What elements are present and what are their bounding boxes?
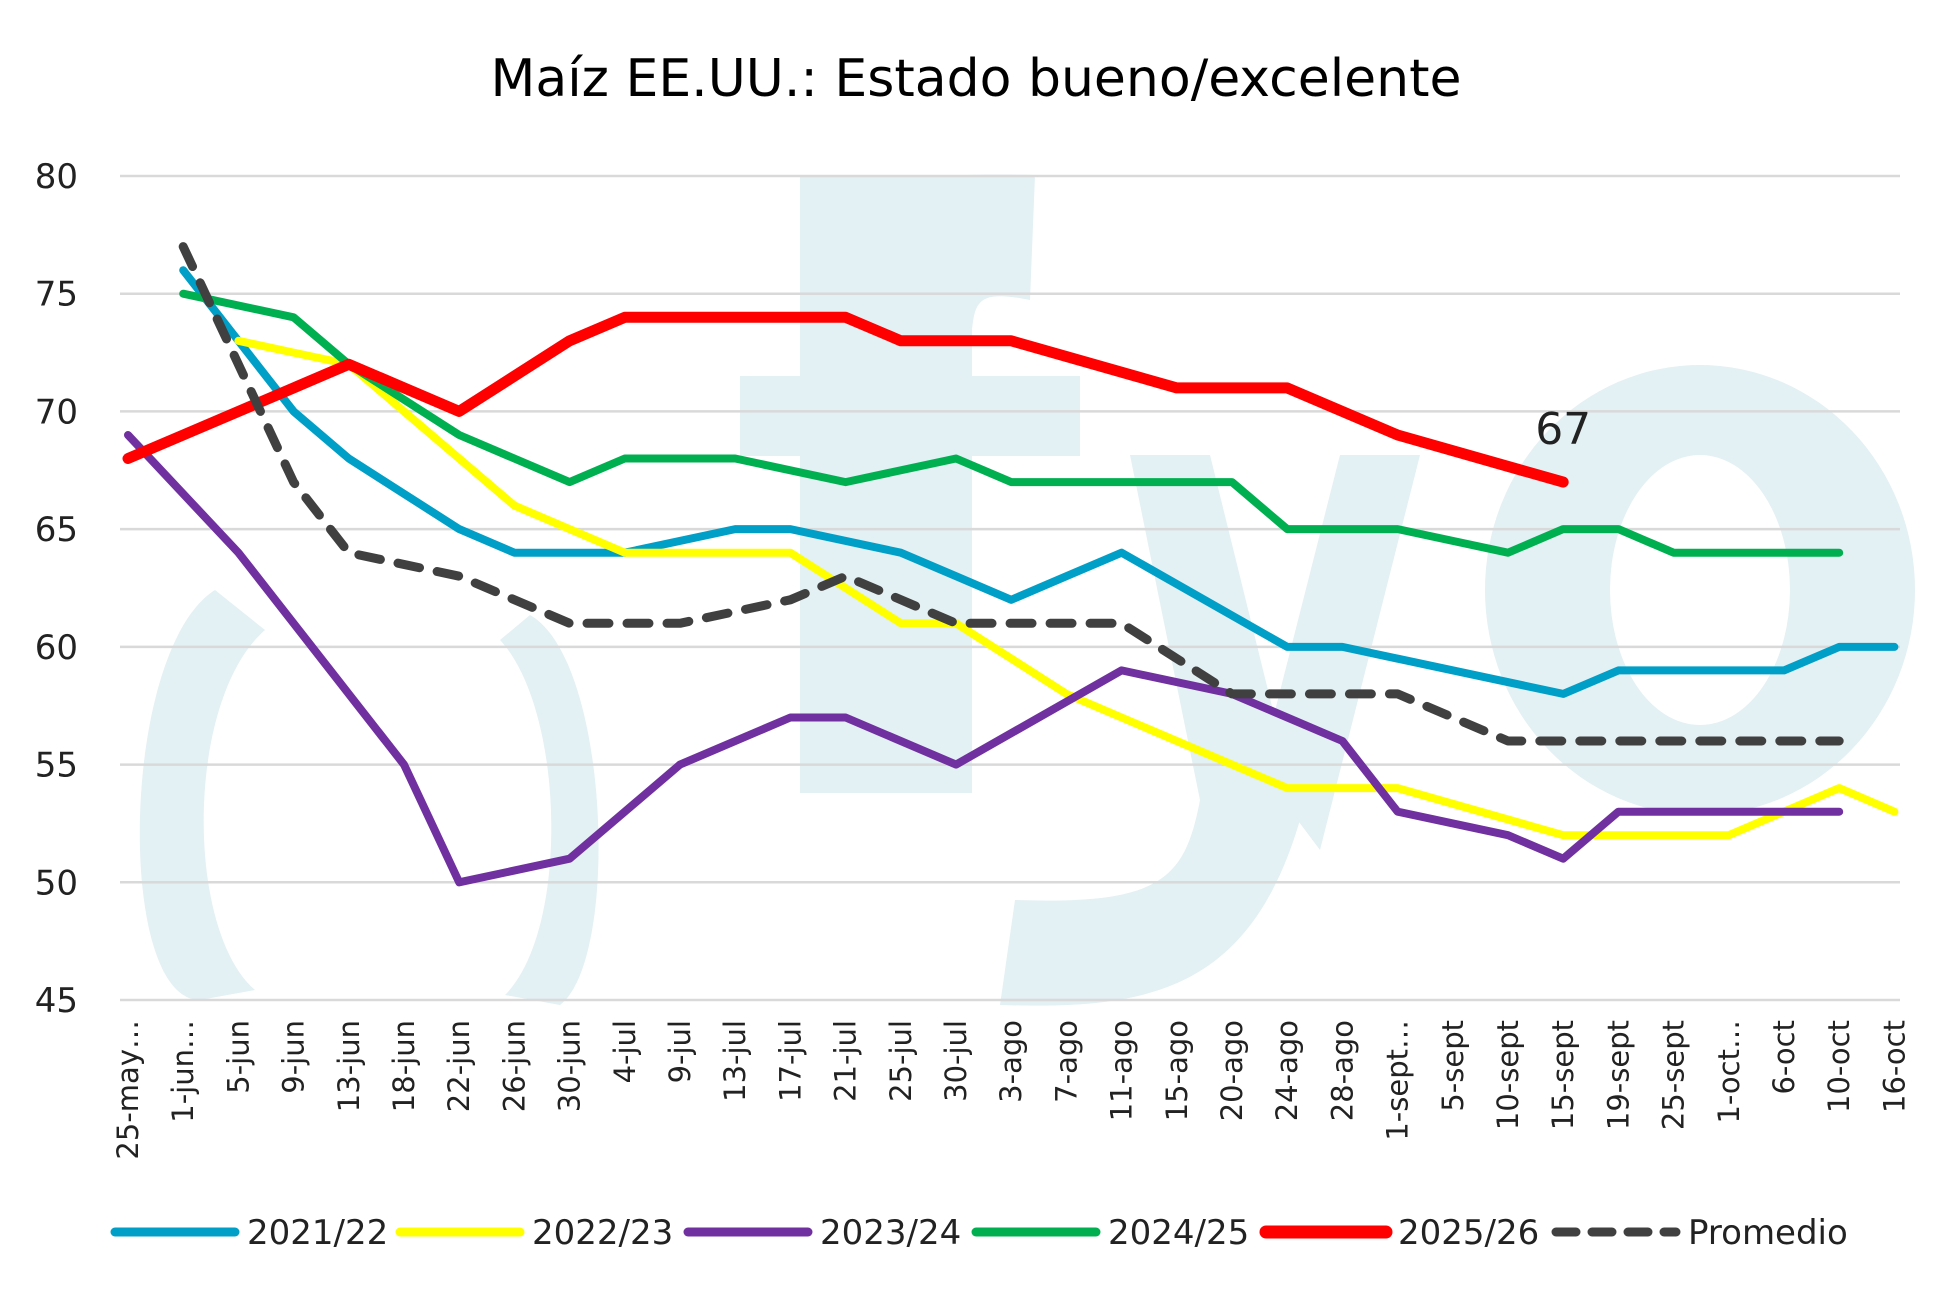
x-tick-label: 11-ago xyxy=(1105,1020,1139,1121)
legend-label: 2021/22 xyxy=(247,1213,388,1253)
series-line-promedio xyxy=(178,242,1844,746)
x-tick-label: 15-ago xyxy=(1160,1020,1194,1121)
x-tick-label: 22-jun xyxy=(442,1020,476,1112)
x-tick-label: 30-jul xyxy=(939,1020,973,1102)
y-tick-label: 60 xyxy=(35,628,78,668)
y-tick-label: 45 xyxy=(35,981,78,1021)
y-tick-label: 75 xyxy=(35,275,78,315)
y-tick-label: 50 xyxy=(35,863,78,903)
x-tick-label: 28-ago xyxy=(1325,1020,1359,1121)
x-tick-label: 1-jun… xyxy=(166,1020,200,1123)
x-tick-label: 5-sept xyxy=(1436,1020,1470,1112)
y-axis-ticks: 45 50 55 60 65 70 75 80 xyxy=(35,157,78,1021)
fyo-watermark-logo xyxy=(139,174,1915,1006)
x-tick-label: 10-oct xyxy=(1822,1020,1856,1113)
x-tick-label: 26-jun xyxy=(497,1020,531,1112)
y-tick-label: 65 xyxy=(35,510,78,550)
x-tick-label: 4-jul xyxy=(608,1020,642,1083)
y-tick-label: 55 xyxy=(35,746,78,786)
x-tick-label: 7-ago xyxy=(1049,1020,1083,1103)
x-tick-label: 17-jul xyxy=(773,1020,807,1102)
x-tick-label: 3-ago xyxy=(994,1020,1028,1103)
legend-label: 2025/26 xyxy=(1398,1213,1539,1253)
x-tick-label: 1-oct… xyxy=(1712,1020,1746,1124)
x-tick-label: 25-may… xyxy=(111,1020,145,1160)
y-tick-label: 70 xyxy=(35,392,78,432)
x-tick-label: 30-jun xyxy=(553,1020,587,1112)
legend-label: 2023/24 xyxy=(820,1213,961,1253)
legend: 2021/22 2022/23 2023/24 2024/25 2025/26 Prome… xyxy=(110,1213,1848,1253)
x-tick-label: 15-sept xyxy=(1546,1020,1580,1130)
legend-label: 2024/25 xyxy=(1108,1213,1249,1253)
annotations: 67 xyxy=(1535,404,1591,455)
x-tick-label: 13-jul xyxy=(718,1020,752,1102)
legend-label: 2022/23 xyxy=(532,1213,673,1253)
chart-title: Maíz EE.UU.: Estado bueno/excelente xyxy=(490,49,1461,109)
x-tick-label: 6-oct xyxy=(1767,1020,1801,1095)
series-line-2021-22 xyxy=(179,266,1899,698)
series-line-2022-23 xyxy=(234,336,1899,840)
x-tick-label: 13-jun xyxy=(332,1020,366,1112)
x-tick-label: 9-jul xyxy=(663,1020,697,1083)
legend-label: Promedio xyxy=(1688,1213,1848,1253)
x-tick-label: 16-oct xyxy=(1877,1020,1911,1113)
x-axis-ticks: 25-may… 1-jun… 5-jun 9-jun 13-jun 18-jun 22-ju… xyxy=(111,1020,1911,1160)
x-tick-label: 5-jun xyxy=(221,1020,255,1094)
x-tick-label: 10-sept xyxy=(1491,1020,1525,1130)
x-tick-label: 20-ago xyxy=(1215,1020,1249,1121)
x-tick-label: 1-sept… xyxy=(1381,1020,1415,1141)
data-label: 67 xyxy=(1535,404,1591,455)
x-tick-label: 18-jun xyxy=(387,1020,421,1112)
gridlines xyxy=(120,174,1900,1002)
x-tick-label: 9-jun xyxy=(277,1020,311,1094)
series-lines xyxy=(122,242,1899,887)
x-tick-label: 24-ago xyxy=(1270,1020,1304,1121)
series-line-2023-24 xyxy=(124,431,1844,887)
y-tick-label: 80 xyxy=(35,157,78,197)
x-tick-label: 25-sept xyxy=(1657,1020,1691,1130)
x-tick-label: 21-jul xyxy=(829,1020,863,1102)
x-tick-label: 19-sept xyxy=(1601,1020,1635,1130)
x-tick-label: 25-jul xyxy=(884,1020,918,1102)
series-line-2025-26 xyxy=(122,311,1569,488)
series-line-2024-25 xyxy=(179,289,1844,557)
